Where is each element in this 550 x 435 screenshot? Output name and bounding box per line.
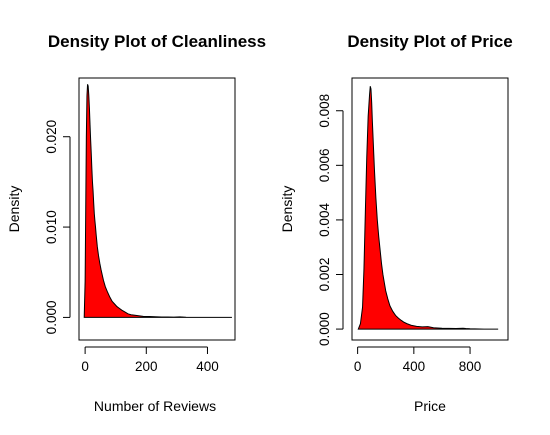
x-tick-label: 200	[135, 359, 158, 374]
x-tick-label: 0	[81, 359, 89, 374]
chart-title: Density Plot of Price	[347, 32, 512, 51]
x-tick-label: 400	[196, 359, 219, 374]
y-tick-label: 0.020	[44, 120, 59, 154]
cleanliness-density-panel: Density Plot of Cleanliness Number of Re…	[6, 32, 266, 414]
x-axis-label: Number of Reviews	[94, 398, 216, 414]
y-tick-label: 0.002	[317, 258, 332, 292]
y-tick-label: 0.004	[317, 203, 332, 237]
y-tick-label: 0.008	[317, 94, 332, 128]
y-tick-label: 0.010	[44, 210, 59, 244]
plot-frame	[78, 77, 236, 341]
x-tick-label: 0	[354, 359, 362, 374]
plot-frame	[351, 77, 509, 341]
y-axis-label: Density	[279, 186, 295, 233]
y-tick-label: 0.006	[317, 148, 332, 182]
x-tick-label: 400	[403, 359, 426, 374]
density-area	[83, 84, 232, 318]
x-axis-label: Price	[414, 398, 446, 414]
x-tick-label: 800	[459, 359, 482, 374]
price-density-panel: Density Plot of Price Price Density 0 400…	[279, 32, 513, 414]
y-tick-label: 0.000	[44, 301, 59, 335]
chart-title: Density Plot of Cleanliness	[48, 32, 266, 51]
density-area	[357, 86, 499, 330]
y-axis-label: Density	[6, 186, 22, 233]
y-tick-label: 0.000	[317, 312, 332, 346]
